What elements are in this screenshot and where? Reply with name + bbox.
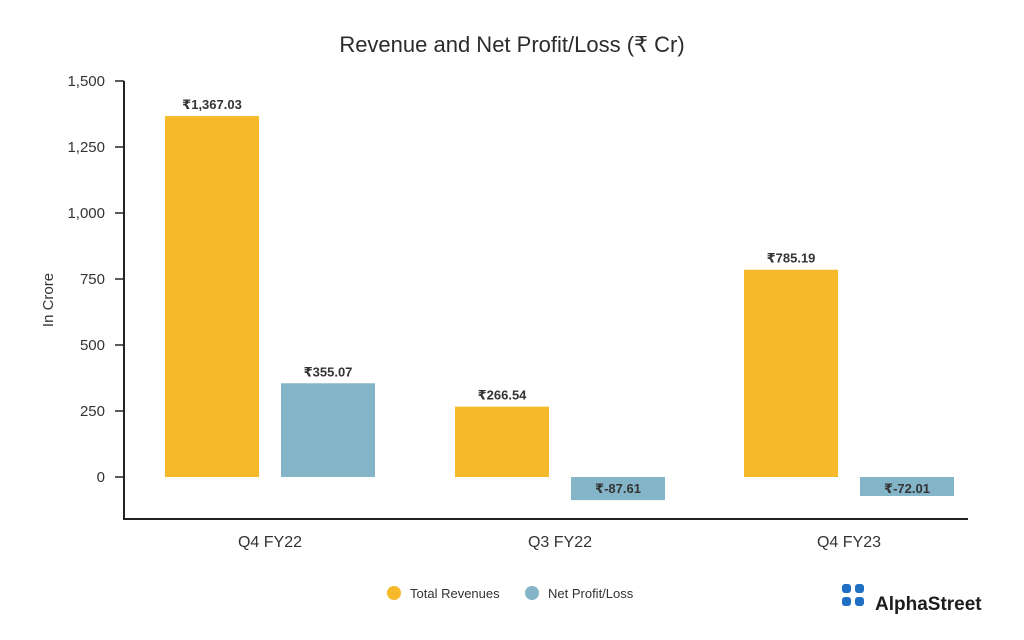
bar-net-profit [860, 477, 954, 497]
legend: Total Revenues Net Profit/Loss [387, 586, 634, 601]
legend-swatch [525, 586, 539, 600]
bar-net-profit [281, 383, 375, 477]
plot-area: 0 250 500 750 1,000 1,250 1,500 ₹1,367.03 ₹355.0… [67, 73, 968, 551]
logo-quadrant [842, 597, 851, 606]
logo-quadrant [855, 584, 864, 593]
y-tick-label: 500 [80, 337, 105, 354]
data-label: ₹355.07 [304, 364, 353, 379]
brand-name: AlphaStreet [875, 594, 982, 615]
chart-title: Revenue and Net Profit/Loss (₹ Cr) [339, 32, 684, 57]
y-tick-label: 1,250 [67, 139, 105, 156]
alphastreet-logo-icon [842, 584, 864, 606]
data-label: ₹-87.61 [595, 481, 641, 496]
y-tick-label: 0 [97, 469, 105, 486]
bar-revenue [455, 406, 549, 477]
logo-quadrant [842, 584, 851, 593]
y-tick-label: 1,000 [67, 205, 105, 222]
y-tick-label: 750 [80, 271, 105, 288]
bar-revenue [744, 269, 838, 477]
data-label: ₹1,367.03 [182, 97, 242, 112]
y-axis-label: In Crore [40, 273, 57, 327]
y-tick-label: 1,500 [67, 73, 105, 90]
x-tick-label: Q4 FY22 [238, 534, 302, 551]
brand-logo: AlphaStreet [842, 584, 982, 615]
x-tick-label: Q4 FY23 [817, 534, 881, 551]
legend-label: Net Profit/Loss [548, 586, 634, 601]
bar-revenue [165, 116, 259, 478]
bar-net-profit [571, 477, 665, 501]
legend-swatch [387, 586, 401, 600]
data-label: ₹-72.01 [884, 481, 930, 496]
logo-quadrant [855, 597, 864, 606]
y-tick-label: 250 [80, 403, 105, 420]
x-tick-label: Q3 FY22 [528, 534, 592, 551]
data-label: ₹785.19 [767, 251, 816, 266]
data-label: ₹266.54 [478, 388, 528, 403]
legend-label: Total Revenues [410, 586, 500, 601]
